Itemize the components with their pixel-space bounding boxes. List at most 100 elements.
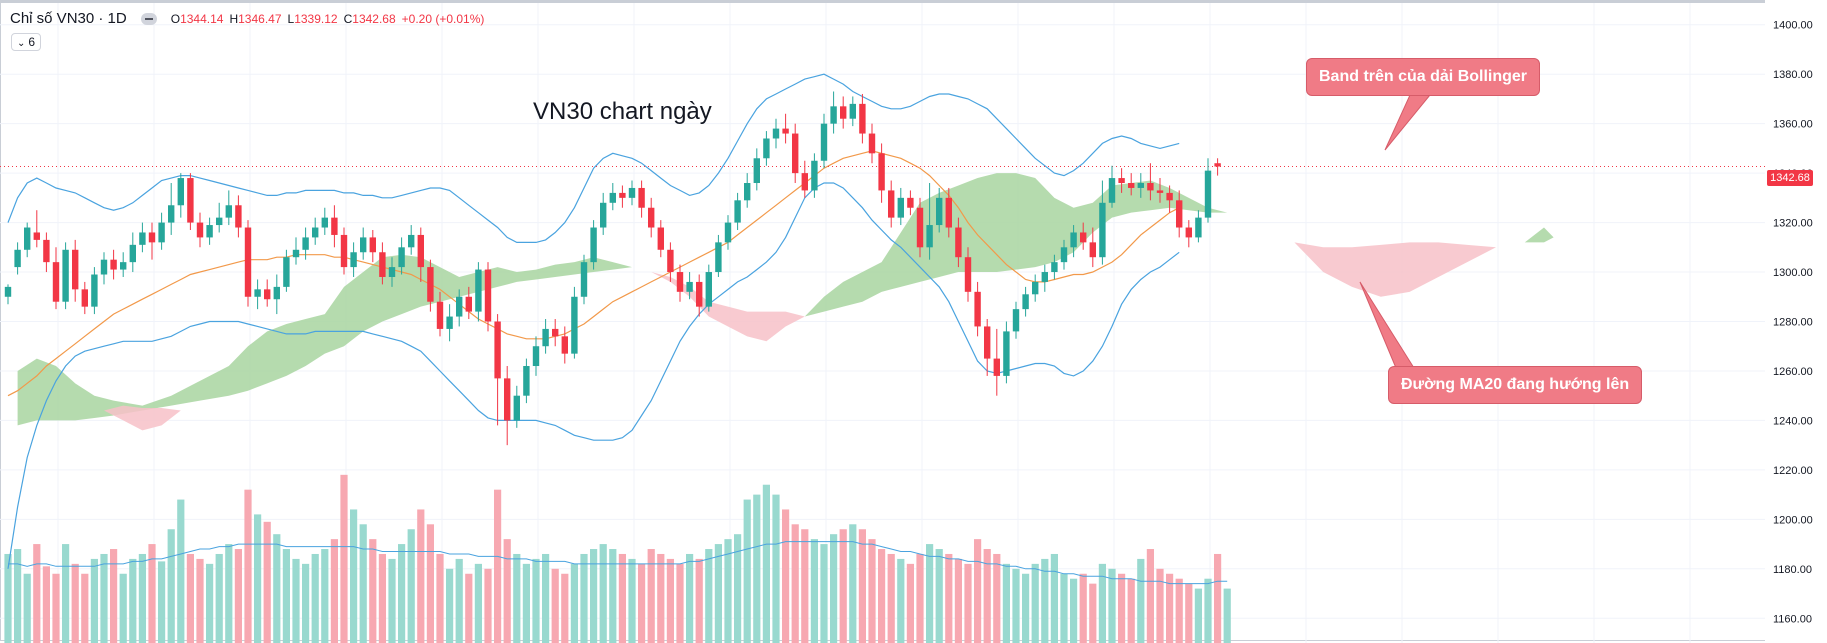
candle-body [1118, 178, 1125, 184]
volume-bar [839, 529, 847, 643]
bollinger-upper-line [7, 73, 1180, 243]
volume-bar [1146, 549, 1154, 643]
volume-bar [311, 553, 319, 643]
volume-bar [14, 549, 22, 643]
volume-bar [801, 529, 809, 643]
volume-bar [254, 514, 262, 643]
volume-bar [513, 553, 521, 643]
volume-bar [897, 558, 905, 643]
candle-body [628, 187, 636, 198]
volume-bar [71, 563, 79, 643]
candle-body [100, 259, 108, 275]
candle-body [129, 244, 136, 263]
candle-body [33, 232, 40, 240]
cloud-bullish [17, 254, 633, 426]
volume-bar [945, 553, 953, 643]
volume-bar [666, 558, 674, 643]
candle-body [897, 197, 904, 218]
candle-body [1070, 232, 1077, 248]
candle-body [974, 291, 981, 327]
ohlc-close: C1342.68 [343, 11, 396, 26]
volume-bar [657, 553, 665, 643]
volume-bar [590, 549, 598, 643]
candle-body [878, 153, 885, 191]
volume-bar [388, 558, 396, 643]
price-tick-label: 1160.00 [1773, 613, 1812, 625]
volume-bar [983, 549, 991, 643]
volume-bar [561, 573, 569, 643]
volume-bar [849, 524, 857, 643]
volume-bar [484, 568, 492, 643]
candle-body [763, 138, 770, 159]
candle-body [820, 123, 828, 161]
candle-body [4, 286, 12, 297]
volume-bar [330, 539, 338, 643]
candle-body [1032, 281, 1039, 295]
visibility-toggle-icon[interactable] [140, 12, 157, 25]
volume-bar [407, 529, 415, 643]
price-tick-label: 1320.00 [1773, 218, 1813, 230]
candle-body [888, 190, 895, 218]
volume-bar [705, 549, 713, 643]
indicator-collapse-button[interactable]: ⌄ 6 [11, 33, 42, 51]
candle-body [1204, 170, 1212, 218]
candle-body [1060, 247, 1068, 263]
volume-bar [1002, 563, 1010, 643]
candle-body [696, 281, 703, 307]
candle-body [360, 237, 367, 253]
chart-annotation-title: VN30 chart ngày [533, 98, 712, 125]
candle-body [331, 217, 338, 235]
volume-bar [465, 573, 473, 643]
candle-body [436, 301, 444, 329]
price-tick-label: 1260.00 [1773, 366, 1813, 378]
volume-bar [926, 544, 934, 643]
candle-body [1080, 232, 1087, 243]
volume-bar [1137, 558, 1145, 643]
volume-bar [906, 563, 914, 643]
callout-ma20: Đường MA20 đang hướng lên [1388, 366, 1643, 404]
price-axis[interactable]: 1400.001380.001360.001340.001320.001300.… [1765, 0, 1827, 643]
candle-body [1195, 217, 1202, 238]
volume-bar [1031, 563, 1039, 643]
candle-body [81, 289, 88, 307]
volume-bar [618, 553, 626, 643]
volume-bar [1223, 588, 1231, 643]
candle-body [715, 242, 722, 273]
volume-bar [273, 534, 281, 643]
candle-body [955, 227, 962, 258]
ohlc-open: O1344.14 [170, 11, 224, 26]
volume-bar [1175, 578, 1183, 643]
cloud-bullish [804, 173, 1228, 317]
volume-bar [1194, 588, 1202, 643]
candle-body [830, 106, 837, 124]
volume-bar [1012, 568, 1020, 643]
candle-body [91, 274, 98, 307]
volume-bar [33, 544, 41, 643]
candle-body [494, 321, 501, 379]
volume-bar [398, 544, 406, 643]
candle-body [120, 262, 127, 270]
candle-body [782, 128, 789, 134]
candle-body [619, 192, 626, 198]
volume-bar [522, 563, 530, 643]
volume-bar [436, 553, 444, 643]
candle-body [1041, 272, 1048, 282]
volume-bar [542, 553, 550, 643]
cloud-bearish [632, 267, 805, 342]
cloud-bullish [1524, 227, 1554, 243]
symbol-title[interactable]: Chỉ số VN30 · 1D [10, 10, 127, 27]
candle-body [1176, 200, 1183, 228]
volume-bar [964, 563, 972, 643]
ohlc-high: H1346.47 [229, 11, 282, 26]
candle-body [244, 227, 252, 297]
candle-body [292, 249, 300, 258]
candle-body [657, 227, 664, 250]
candle-body [196, 222, 204, 238]
candle-body [1089, 242, 1096, 258]
candle-body [235, 205, 242, 228]
candle-body [580, 262, 588, 297]
volume-bar [762, 484, 770, 643]
volume-bar [954, 558, 962, 643]
price-tick-label: 1280.00 [1773, 317, 1813, 329]
